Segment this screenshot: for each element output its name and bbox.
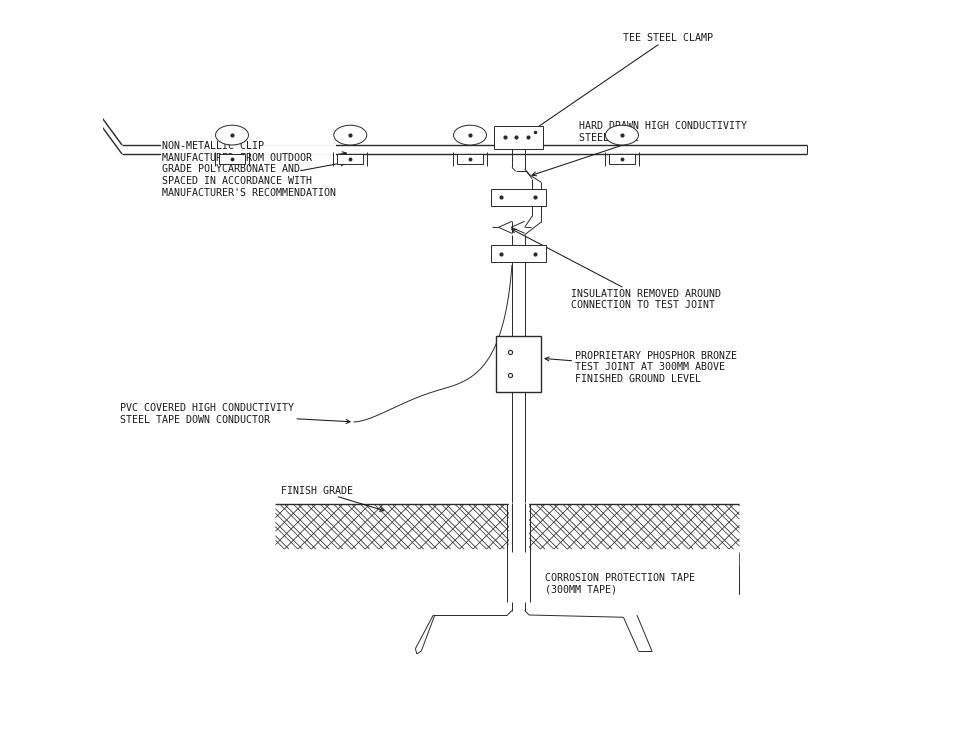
Ellipse shape: [216, 125, 248, 145]
Text: FINISH GRADE: FINISH GRADE: [282, 486, 384, 511]
Text: PVC COVERED HIGH CONDUCTIVITY
STEEL TAPE DOWN CONDUCTOR: PVC COVERED HIGH CONDUCTIVITY STEEL TAPE…: [119, 403, 350, 425]
Bar: [608, 154, 635, 164]
Bar: [219, 154, 245, 164]
Ellipse shape: [334, 125, 367, 145]
Text: INSULATION REMOVED AROUND
CONNECTION TO TEST JOINT: INSULATION REMOVED AROUND CONNECTION TO …: [512, 229, 721, 311]
Bar: [497, 336, 541, 392]
Text: TEE STEEL CLAMP: TEE STEEL CLAMP: [525, 32, 713, 135]
Text: PROPRIETARY PHOSPHOR BRONZE
TEST JOINT AT 300MM ABOVE
FINISHED GROUND LEVEL: PROPRIETARY PHOSPHOR BRONZE TEST JOINT A…: [545, 351, 737, 384]
Ellipse shape: [605, 125, 638, 145]
Text: CORROSION PROTECTION TAPE
(300MM TAPE): CORROSION PROTECTION TAPE (300MM TAPE): [545, 573, 695, 595]
Bar: [495, 126, 543, 149]
Bar: [337, 154, 364, 164]
Bar: [275, 504, 739, 549]
Bar: [491, 189, 545, 206]
Ellipse shape: [454, 125, 486, 145]
Text: HARD DRAWN HIGH CONDUCTIVITY
STEEL TAPE: HARD DRAWN HIGH CONDUCTIVITY STEEL TAPE: [532, 121, 747, 176]
Bar: [491, 245, 545, 262]
Bar: [456, 154, 483, 164]
Text: NON-METALLIC CLIP
MANUFACTURED FROM OUTDOOR
GRADE POLYCARBONATE AND
SPACED IN AC: NON-METALLIC CLIP MANUFACTURED FROM OUTD…: [161, 141, 347, 198]
